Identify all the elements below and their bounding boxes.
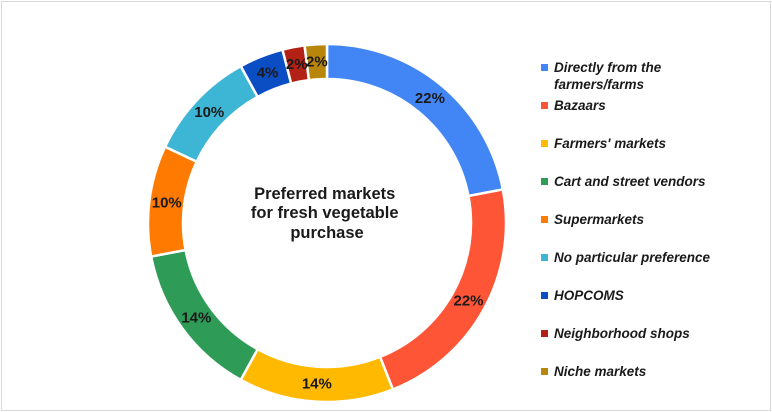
data-label-4: 14%	[181, 309, 211, 326]
legend-swatch	[541, 140, 548, 147]
legend-label: No particular preference	[554, 250, 711, 265]
data-labels: 22% 22% 14% 14% 10% 10% 4% 2%2%	[152, 53, 484, 392]
data-label-9: 2%	[306, 53, 328, 70]
legend-label: HOPCOMS	[554, 288, 624, 303]
legend-label: Niche markets	[554, 364, 647, 379]
legend-swatch	[541, 102, 548, 109]
legend-item-5: Supermarkets	[541, 211, 729, 228]
slice-9	[303, 42, 329, 82]
legend-label: Cart and street vendors	[554, 174, 706, 189]
data-label-6: 10%	[194, 104, 224, 121]
donut-slices	[146, 42, 508, 404]
legend-swatch	[541, 178, 548, 185]
legend-label: Farmers' markets	[554, 136, 667, 151]
data-label-8: 2%	[286, 56, 308, 73]
legend-label: Directly from the farmers/farms	[554, 60, 662, 92]
chart-title: Preferred markets for fresh vegetable pu…	[251, 185, 403, 242]
legend-item-3: Farmers' markets	[541, 135, 729, 152]
legend-swatch	[541, 330, 548, 337]
legend-swatch	[541, 216, 548, 223]
legend-swatch	[541, 292, 548, 299]
legend-swatch	[541, 368, 548, 375]
slice-1	[325, 42, 505, 198]
data-label-3: 14%	[302, 376, 332, 393]
chart-title-line-1: Preferred markets	[254, 185, 395, 203]
data-label-1: 22%	[415, 90, 445, 107]
data-label-7: 4%	[257, 64, 279, 81]
chart-title-line-3: purchase	[290, 224, 363, 242]
legend-item-7: HOPCOMS	[541, 287, 729, 304]
legend-item-6: No particular preference	[541, 249, 729, 266]
legend-label: Neighborhood shops	[554, 326, 690, 341]
legend-label: Bazaars	[554, 98, 606, 113]
legend-swatch	[541, 64, 548, 71]
chart-title-line-2: for fresh vegetable	[251, 204, 399, 222]
legend-item-2: Bazaars	[541, 97, 729, 114]
legend-label: Supermarkets	[554, 212, 645, 227]
legend-item-4: Cart and street vendors	[541, 173, 729, 190]
data-label-5: 10%	[152, 194, 182, 211]
legend-swatch	[541, 254, 548, 261]
data-label-2: 22%	[454, 292, 484, 309]
legend-item-9: Niche markets	[541, 363, 729, 380]
legend-item-8: Neighborhood shops	[541, 325, 729, 342]
legend-item-1: Directly from the farmers/farms	[541, 59, 729, 93]
